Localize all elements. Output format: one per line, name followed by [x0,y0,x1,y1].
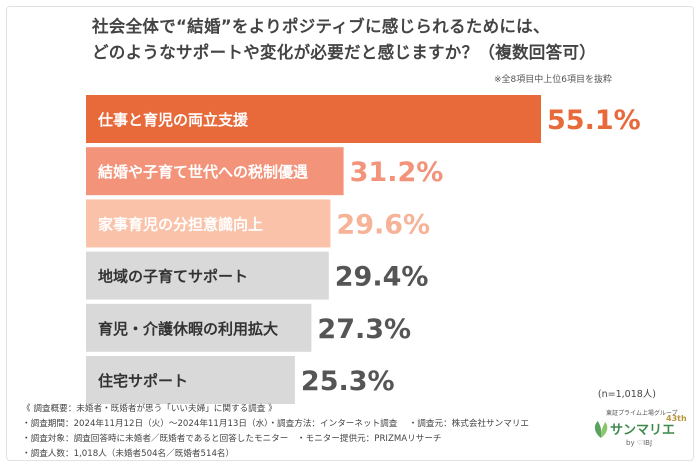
value-label: 25.3% [301,366,395,397]
value-label: 29.4% [335,262,429,293]
category-label: 住宅サポート [98,372,188,390]
value-label: 31.2% [350,157,444,188]
company-logo: 東証プライム上場グループ サンマリエ by ♡IBJ 43th [584,402,687,458]
category-label: 育児・介護休暇の利用拡大 [98,320,278,338]
excerpt-note: ※全8項目中上位6項目を抜粋 [494,75,612,85]
anniversary-badge: 43th [666,414,687,423]
title-line-1: 社会全体で“結婚”をよりポジティブに感じられるためには、 [92,17,550,36]
bar [86,251,329,300]
survey-line: ・調査期間：2024年11月12日（火）～2024年11月13日（水）・調査方法… [22,419,530,429]
category-label: 家事育児の分担意識向上 [98,215,263,233]
title-line-2: どのようなサポートや変化が必要だと感じますか？（複数回答可） [92,43,596,62]
value-label: 29.6% [336,209,430,240]
survey-overview: 《 調査概要：未婚者・既婚者が思う「いい夫婦」に関する調査 》 ・調査期間：20… [22,402,562,462]
bar [86,147,344,196]
chart-title: 社会全体で“結婚”をよりポジティブに感じられるためには、 どのようなサポートや変… [92,14,652,66]
bar [86,199,331,248]
logo-by: by ♡IBJ [626,439,653,447]
logo-group-text: 東証プライム上場グループ [606,410,678,417]
survey-line: ・調査対象：調査回答時に未婚者／既婚者であると回答したモニター ・モニター提供元… [22,434,442,444]
survey-line: 《 調査概要：未婚者・既婚者が思う「いい夫婦」に関する調査 》 [22,404,277,414]
leaf-icon [594,421,608,438]
value-label: 55.1% [547,105,641,136]
value-label: 27.3% [317,314,411,345]
bar [86,95,541,143]
category-label: 結婚や子育て世代への税制優遇 [98,163,308,181]
sample-size: (n=1,018人) [597,389,656,400]
category-label: 仕事と育児の両立支援 [97,111,249,129]
category-label: 地域の子育てサポート [98,268,248,286]
bar [86,356,295,404]
card-frame [6,6,694,461]
bar [86,303,312,352]
survey-line: ・調査人数：1,018人（未婚者504名／既婚者514名） [22,449,235,459]
logo-name: サンマリエ [610,423,676,438]
